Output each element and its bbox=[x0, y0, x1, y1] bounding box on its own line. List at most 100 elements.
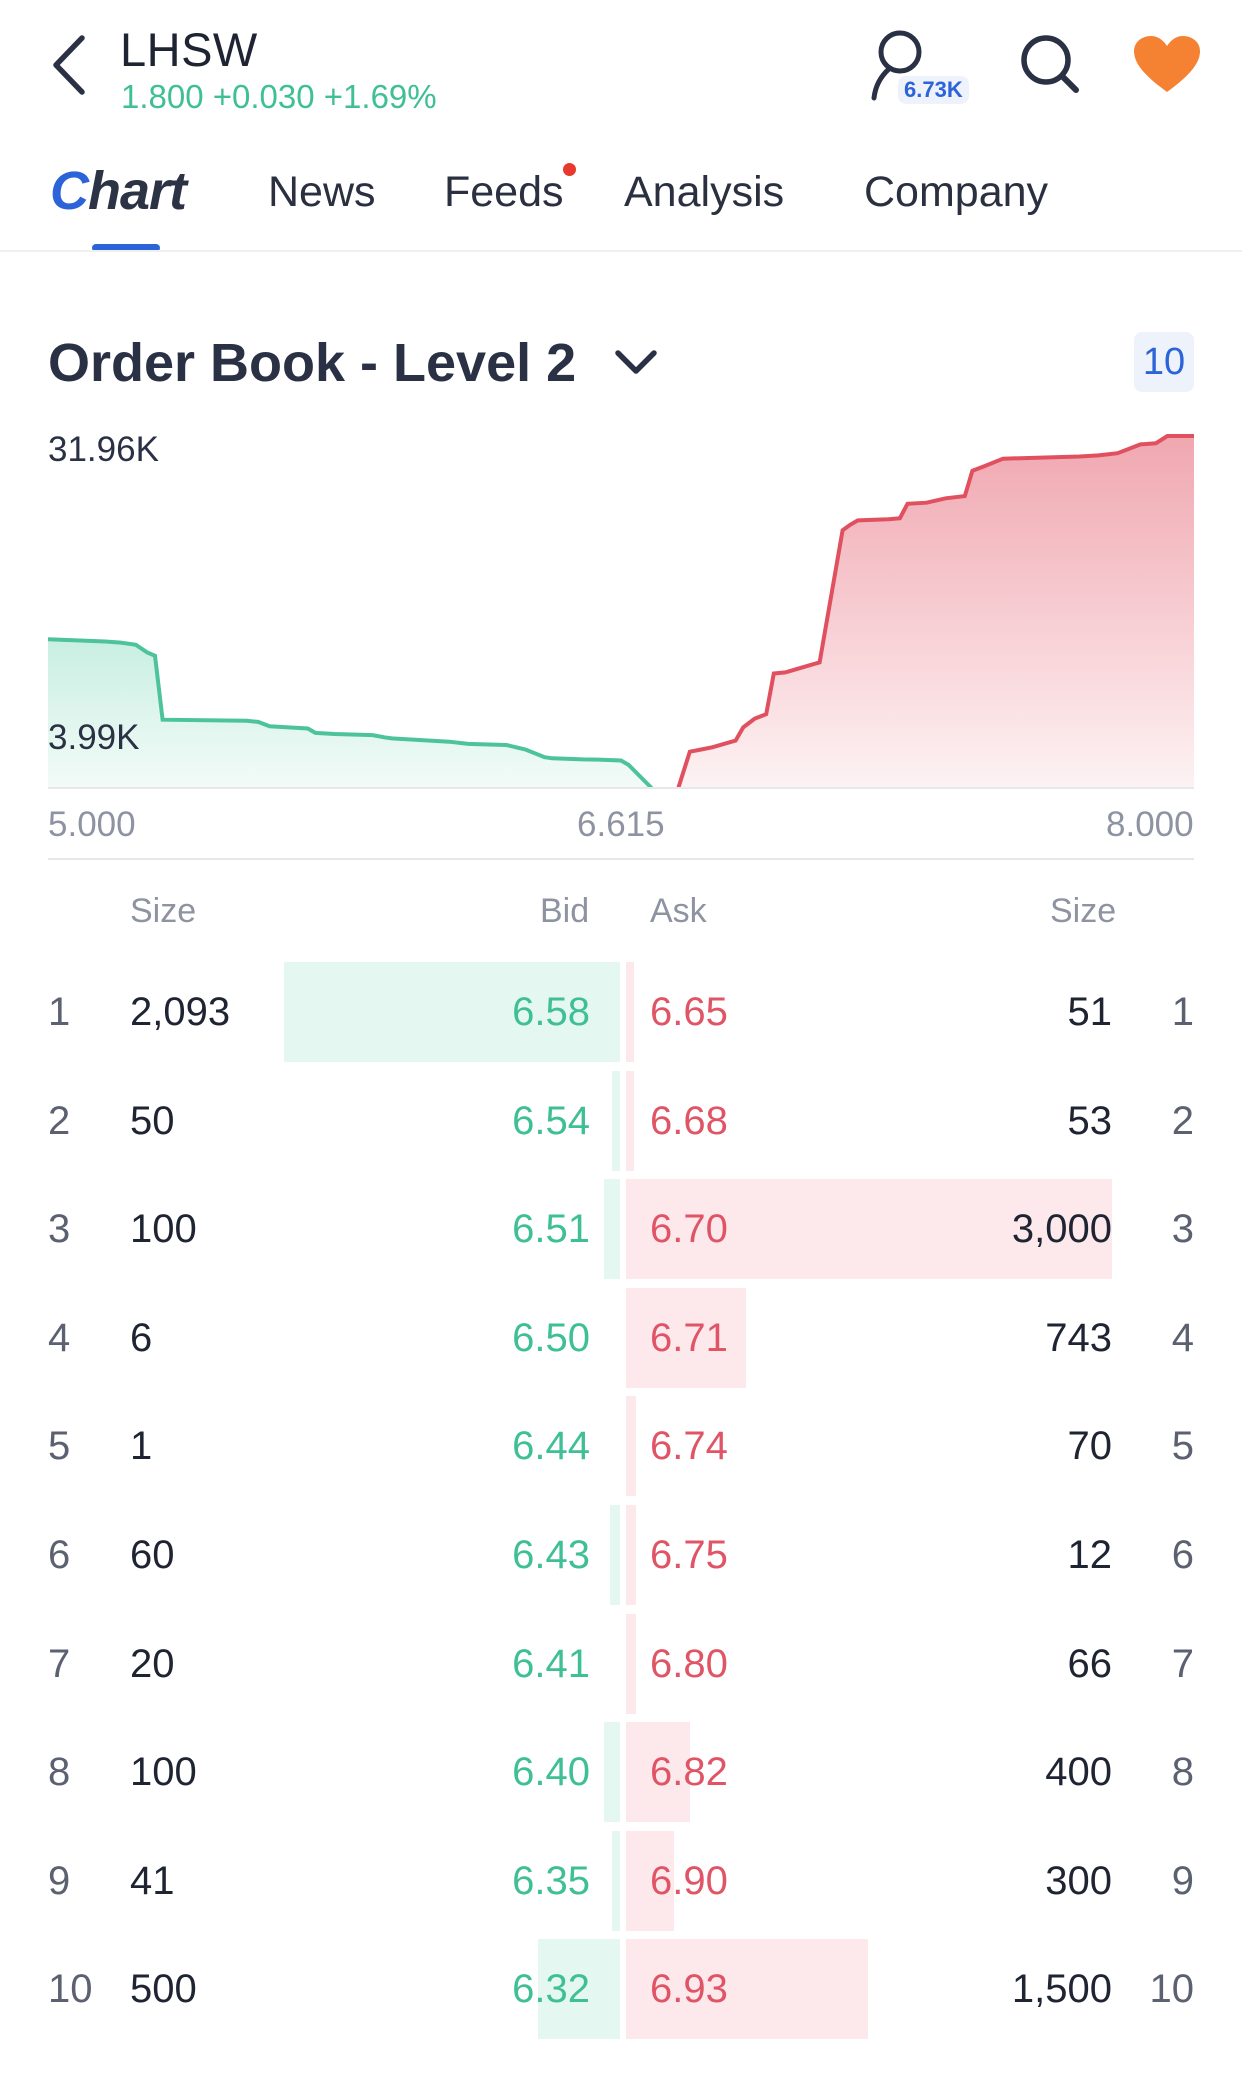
ask-level: 3 bbox=[1171, 1207, 1194, 1252]
ask-price: 6.90 bbox=[650, 1858, 728, 1903]
bid-volume-bar bbox=[604, 1179, 620, 1280]
ask-level: 4 bbox=[1171, 1315, 1194, 1360]
bid-size: 20 bbox=[130, 1641, 175, 1686]
chevron-down-icon bbox=[615, 350, 657, 374]
ask-price: 6.74 bbox=[650, 1424, 728, 1469]
notification-dot bbox=[563, 163, 576, 176]
chart-separator bbox=[48, 858, 1194, 860]
table-row[interactable]: 5 1 6.44 6.74 70 5 bbox=[0, 1392, 1242, 1500]
bid-price: 6.58 bbox=[512, 990, 590, 1034]
x-axis-min-label: 5.000 bbox=[48, 805, 136, 844]
ask-volume-bar bbox=[626, 1830, 674, 1931]
bid-size: 100 bbox=[130, 1207, 197, 1252]
ask-size: 70 bbox=[1067, 1424, 1113, 1469]
tab-analysis[interactable]: Analysis bbox=[624, 168, 785, 216]
bid-level: 1 bbox=[48, 990, 71, 1034]
bid-level: 5 bbox=[48, 1424, 71, 1469]
ask-size: 3,000 bbox=[1011, 1207, 1112, 1252]
table-row[interactable]: 2 50 6.54 6.68 53 2 bbox=[0, 1067, 1242, 1175]
bid-depth-area bbox=[48, 639, 652, 788]
tab-news[interactable]: News bbox=[268, 168, 376, 216]
depth-chart-svg bbox=[47, 434, 1194, 790]
ask-level: 7 bbox=[1171, 1641, 1194, 1686]
order-book-title[interactable]: Order Book - Level 2 bbox=[48, 333, 577, 393]
tab-bar: Chart News Feeds Analysis Company bbox=[0, 150, 1242, 252]
heart-icon bbox=[1134, 36, 1200, 92]
table-row[interactable]: 9 41 6.35 6.90 300 9 bbox=[0, 1827, 1242, 1935]
ask-price: 6.82 bbox=[650, 1750, 728, 1795]
levels-selector[interactable]: 10 bbox=[1134, 332, 1194, 392]
ask-level: 6 bbox=[1171, 1533, 1194, 1577]
ask-price: 6.68 bbox=[650, 1098, 728, 1143]
tab-divider bbox=[0, 250, 1242, 252]
bid-price: 6.51 bbox=[512, 1207, 590, 1252]
bid-size: 1 bbox=[130, 1424, 153, 1469]
table-row[interactable]: 10 500 6.32 6.93 1,500 10 bbox=[0, 1935, 1242, 2043]
bid-price: 6.50 bbox=[512, 1315, 590, 1360]
bid-volume-bar bbox=[604, 1722, 620, 1823]
order-book-dropdown[interactable] bbox=[612, 345, 660, 384]
ask-level: 5 bbox=[1171, 1424, 1194, 1469]
ask-depth-line bbox=[676, 434, 1194, 789]
ask-volume-bar bbox=[626, 1939, 868, 2040]
ask-volume-bar bbox=[626, 1179, 1112, 1280]
bid-size-header: Size bbox=[130, 892, 197, 930]
bid-size: 41 bbox=[130, 1858, 175, 1903]
bid-size: 6 bbox=[130, 1315, 153, 1360]
ask-volume-bar bbox=[626, 1287, 746, 1388]
bid-level: 7 bbox=[48, 1641, 71, 1686]
ask-size: 1,500 bbox=[1011, 1967, 1112, 2012]
ask-size-header: Size bbox=[1050, 892, 1117, 930]
ask-size: 300 bbox=[1045, 1858, 1112, 1903]
table-row[interactable]: 4 6 6.50 6.71 743 4 bbox=[0, 1284, 1242, 1392]
bid-volume-bar bbox=[612, 1830, 620, 1931]
bid-volume-bar bbox=[538, 1939, 620, 2040]
ask-price: 6.75 bbox=[650, 1533, 728, 1577]
table-row[interactable]: 7 20 6.41 6.80 66 7 bbox=[0, 1610, 1242, 1718]
ask-price: 6.65 bbox=[650, 990, 728, 1034]
x-axis-max-label: 8.000 bbox=[1106, 805, 1194, 844]
table-row[interactable]: 1 2,093 6.58 6.65 51 1 bbox=[0, 958, 1242, 1066]
followers-badge: 6.73K bbox=[898, 76, 969, 104]
bid-size: 60 bbox=[130, 1533, 175, 1577]
tab-feeds[interactable]: Feeds bbox=[444, 168, 564, 216]
bid-depth-line bbox=[47, 637, 654, 790]
user-button[interactable] bbox=[868, 28, 928, 109]
bid-header: Bid bbox=[540, 892, 590, 930]
tab-chart[interactable]: Chart bbox=[50, 161, 187, 221]
ask-size: 51 bbox=[1067, 990, 1113, 1034]
ask-size: 743 bbox=[1045, 1315, 1112, 1360]
bid-level: 3 bbox=[48, 1207, 71, 1252]
bid-size: 2,093 bbox=[130, 990, 231, 1034]
ask-level: 10 bbox=[1149, 1967, 1195, 2012]
bid-volume-bar bbox=[612, 1070, 620, 1171]
table-row[interactable]: 8 100 6.40 6.82 400 8 bbox=[0, 1718, 1242, 1826]
bid-size: 50 bbox=[130, 1098, 175, 1143]
search-button[interactable] bbox=[1018, 32, 1082, 101]
ask-size: 12 bbox=[1067, 1533, 1113, 1577]
bid-price: 6.43 bbox=[512, 1533, 590, 1577]
bid-price: 6.35 bbox=[512, 1858, 590, 1903]
ask-volume-bar bbox=[626, 1070, 634, 1171]
ask-volume-bar bbox=[626, 1505, 636, 1605]
stock-ticker: LHSW bbox=[120, 23, 258, 76]
ask-price: 6.80 bbox=[650, 1641, 728, 1686]
x-axis-mid-label: 6.615 bbox=[577, 805, 665, 844]
back-button[interactable] bbox=[44, 30, 104, 100]
favorite-button[interactable] bbox=[1132, 34, 1202, 101]
table-row[interactable]: 6 60 6.43 6.75 12 6 bbox=[0, 1501, 1242, 1609]
ask-volume-bar bbox=[626, 1396, 636, 1497]
table-row[interactable]: 3 100 6.51 6.70 3,000 3 bbox=[0, 1175, 1242, 1283]
bid-size: 500 bbox=[130, 1967, 197, 2012]
bid-level: 8 bbox=[48, 1750, 71, 1795]
back-chevron-icon bbox=[53, 35, 85, 95]
bid-volume-bar bbox=[610, 1505, 620, 1605]
ask-volume-bar bbox=[626, 1613, 636, 1714]
ask-depth-area bbox=[678, 436, 1194, 788]
y-axis-mid-label: 3.99K bbox=[48, 718, 140, 757]
ask-size: 400 bbox=[1045, 1750, 1112, 1795]
ask-volume-bar bbox=[626, 962, 634, 1062]
ask-level: 1 bbox=[1171, 990, 1194, 1034]
tab-company[interactable]: Company bbox=[864, 168, 1049, 216]
user-icon bbox=[871, 30, 922, 101]
